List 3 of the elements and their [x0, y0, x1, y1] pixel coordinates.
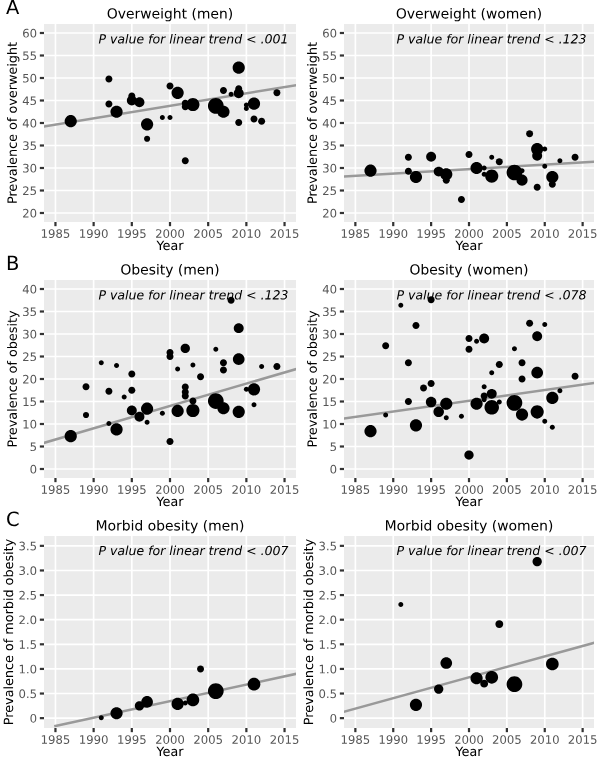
text: A	[6, 0, 20, 14]
text: C	[7, 511, 19, 527]
text: B	[7, 255, 18, 270]
